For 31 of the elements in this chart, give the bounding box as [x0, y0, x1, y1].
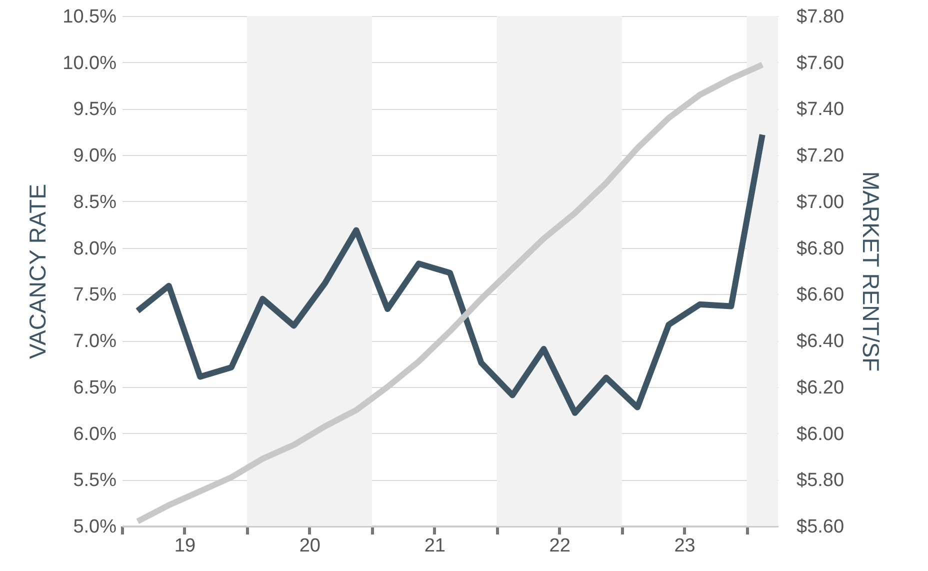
y-tick-label: 10.0% [62, 52, 117, 74]
y-tick-label: 9.0% [73, 146, 117, 167]
y2-tick-label: $6.20 [796, 377, 844, 398]
y2-tick-label: $7.80 [796, 6, 844, 28]
y2-tick-label: $5.80 [796, 470, 844, 492]
y-tick-label: 6.0% [73, 424, 117, 445]
y-tick-label: 7.0% [73, 331, 117, 352]
x-tick-label: 20 [299, 536, 320, 556]
y-tick-label: 8.0% [73, 238, 117, 260]
y2-tick-label: $6.80 [796, 238, 844, 260]
x-tick-label: 21 [424, 536, 446, 556]
y2-tick-label: $7.60 [796, 52, 844, 74]
y-tick-label: 6.5% [73, 377, 117, 398]
y-tick-label: 8.5% [73, 192, 117, 213]
y2-tick-label: $6.00 [796, 424, 844, 445]
y-tick-label: 5.0% [73, 516, 117, 538]
y2-tick-label: $7.00 [796, 192, 844, 213]
y2-tick-label: $6.60 [796, 284, 844, 306]
x-tick-label: 19 [174, 536, 196, 556]
x-tick-label: 22 [549, 536, 570, 556]
y2-tick-label: $5.60 [796, 516, 844, 538]
y2-axis-title: MARKET RENT/SF [858, 171, 884, 372]
y-tick-label: 5.5% [73, 470, 117, 492]
y2-tick-label: $7.20 [796, 146, 844, 167]
y2-tick-label: $6.40 [796, 331, 844, 352]
y-tick-label: 9.5% [73, 99, 117, 120]
x-tick-label: 23 [674, 536, 696, 556]
y-axis-title: VACANCY RATE [24, 184, 51, 360]
y-tick-label: 7.5% [73, 284, 117, 306]
y-tick-label: 10.5% [62, 6, 117, 28]
y2-tick-label: $7.40 [796, 99, 844, 120]
